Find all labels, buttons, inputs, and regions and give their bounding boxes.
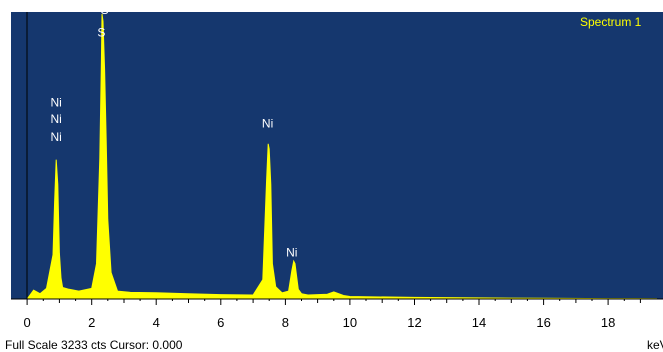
x-tick-label: 10 xyxy=(343,315,357,330)
peak-label: Ni xyxy=(286,246,297,260)
x-tick-label: 18 xyxy=(601,315,615,330)
peak-label: Ni xyxy=(51,95,62,109)
footer-units-text: keV xyxy=(647,338,663,352)
x-tick-label: 4 xyxy=(153,315,160,330)
spectrum-series xyxy=(26,13,657,300)
peak-label: S xyxy=(97,25,105,39)
x-tick-label: 8 xyxy=(282,315,289,330)
plot-background xyxy=(11,12,663,299)
peak-label: Ni xyxy=(262,117,273,131)
x-tick-label: 14 xyxy=(472,315,486,330)
peak-label: Ni xyxy=(51,130,62,144)
x-tick-label: 2 xyxy=(88,315,95,330)
x-tick-label: 6 xyxy=(217,315,224,330)
x-tick-label: 0 xyxy=(23,315,30,330)
peak-label: S xyxy=(101,3,109,17)
x-tick-label: 12 xyxy=(407,315,421,330)
spectrum-title: Spectrum 1 xyxy=(580,15,642,29)
footer-status-text: Full Scale 3233 cts Cursor: 0.000 xyxy=(5,338,183,352)
peak-label: Ni xyxy=(51,112,62,126)
x-tick-label: 16 xyxy=(536,315,550,330)
